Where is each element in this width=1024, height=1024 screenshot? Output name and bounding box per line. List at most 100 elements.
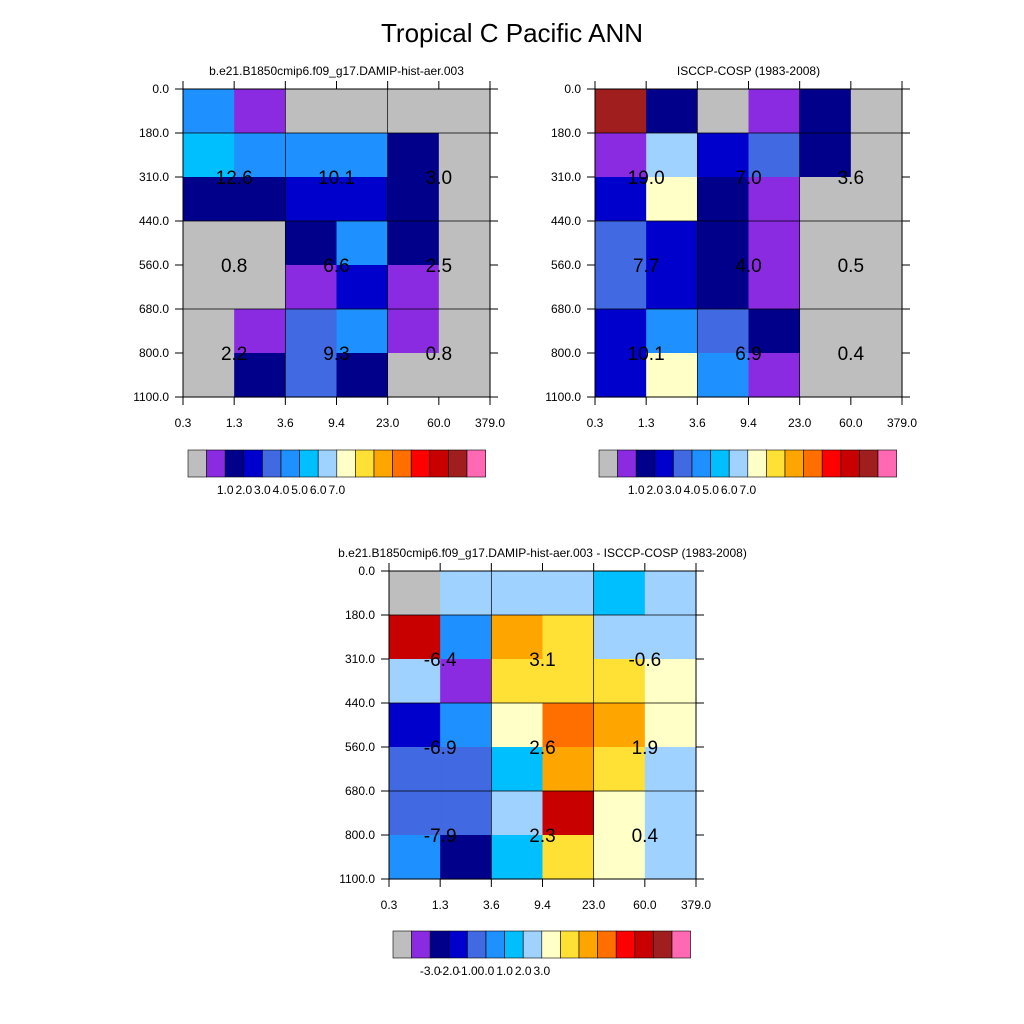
heatmap-cell bbox=[697, 177, 750, 222]
colorbar-label: 1.0 bbox=[496, 964, 513, 978]
heatmap-cell bbox=[850, 177, 903, 222]
heatmap-cell bbox=[595, 309, 647, 354]
heatmap-cell bbox=[389, 747, 441, 792]
x-tick-label: 0.3 bbox=[587, 416, 604, 430]
colorbar-swatch bbox=[747, 449, 767, 478]
heatmap-cell bbox=[595, 133, 647, 178]
heatmap-cell bbox=[234, 309, 286, 354]
colorbar-label: 2.0 bbox=[646, 483, 663, 497]
heatmap-cell bbox=[850, 309, 903, 354]
y-tick-label: 560.0 bbox=[139, 258, 169, 272]
heatmap-cell bbox=[644, 571, 697, 616]
heatmap-cell bbox=[387, 133, 440, 178]
y-tick-label: 180.0 bbox=[345, 608, 375, 622]
heatmap-cell bbox=[850, 133, 903, 178]
cell-value-label: -6.4 bbox=[424, 650, 457, 671]
cell-value-label: 10.1 bbox=[318, 168, 355, 189]
figure-title: Tropical C Pacific ANN bbox=[381, 18, 643, 48]
heatmap-cell bbox=[542, 835, 595, 880]
heatmap-cell bbox=[491, 703, 544, 748]
colorbar-swatch bbox=[635, 449, 656, 478]
heatmap-cell bbox=[336, 353, 389, 398]
heatmap-cell bbox=[234, 265, 286, 310]
colorbar-swatch bbox=[392, 449, 412, 478]
cell-value-label: 2.3 bbox=[529, 826, 555, 847]
heatmap-cell bbox=[389, 835, 441, 880]
colorbar-label: 1.0 bbox=[628, 483, 645, 497]
heatmap-cell bbox=[234, 133, 286, 178]
heatmap-cell bbox=[595, 89, 647, 134]
heatmap-cell bbox=[440, 747, 492, 792]
heatmap-cell bbox=[646, 309, 698, 354]
heatmap-cell bbox=[542, 615, 595, 660]
heatmap-cell bbox=[748, 353, 801, 398]
cell-value-label: -0.6 bbox=[628, 650, 661, 671]
heatmap-cell bbox=[850, 221, 903, 266]
heatmap-cell bbox=[491, 791, 544, 836]
heatmap-cell bbox=[593, 791, 646, 836]
colorbar-label: 5.0 bbox=[702, 483, 719, 497]
heatmap-cell bbox=[440, 571, 492, 616]
heatmap-cell bbox=[438, 353, 491, 398]
cell-value-label: 0.4 bbox=[632, 826, 659, 847]
heatmap-cell bbox=[593, 659, 646, 704]
heatmap-cell bbox=[644, 747, 697, 792]
heatmap-cell bbox=[799, 177, 852, 222]
cell-value-label: 7.7 bbox=[633, 256, 659, 277]
cell-value-label: 6.6 bbox=[323, 256, 349, 277]
colorbar-swatch bbox=[597, 930, 617, 959]
heatmap-cell bbox=[183, 177, 235, 222]
panel-model: b.e21.B1850cmip6.f09_g17.DAMIP-hist-aer.… bbox=[133, 64, 505, 497]
heatmap-cell bbox=[646, 353, 698, 398]
heatmap-cell bbox=[438, 89, 491, 134]
colorbar-swatch bbox=[653, 930, 673, 959]
heatmap-cell bbox=[336, 133, 389, 178]
heatmap-cell bbox=[234, 353, 286, 398]
colorbar-swatch bbox=[859, 449, 879, 478]
heatmap-cell bbox=[644, 659, 697, 704]
heatmap-cell bbox=[183, 353, 235, 398]
heatmap-cell bbox=[183, 309, 235, 354]
colorbar-label: 6.0 bbox=[721, 483, 738, 497]
heatmap-cell bbox=[440, 791, 492, 836]
colorbar-swatch bbox=[243, 449, 263, 478]
heatmap-cell bbox=[387, 89, 440, 134]
colorbar-label: 3.0 bbox=[254, 483, 271, 497]
colorbar-swatch bbox=[560, 930, 580, 959]
cell-value-label: 2.6 bbox=[529, 738, 555, 759]
colorbar-label: 0.0 bbox=[478, 964, 495, 978]
heatmap-cell bbox=[491, 615, 544, 660]
heatmap-cell bbox=[389, 571, 441, 616]
heatmap-cell bbox=[183, 89, 235, 134]
heatmap-cell bbox=[440, 835, 492, 880]
heatmap-cell bbox=[593, 703, 646, 748]
cell-value-label: 19.0 bbox=[628, 168, 665, 189]
heatmap-cell bbox=[387, 221, 440, 266]
y-tick-label: 800.0 bbox=[551, 346, 581, 360]
x-tick-label: 0.3 bbox=[381, 898, 398, 912]
x-tick-label: 9.4 bbox=[740, 416, 757, 430]
colorbar-label: 2.0 bbox=[235, 483, 252, 497]
y-tick-label: 1100.0 bbox=[133, 390, 169, 404]
panel-difference: b.e21.B1850cmip6.f09_g17.DAMIP-hist-aer.… bbox=[338, 546, 747, 978]
cell-value-label: 7.0 bbox=[735, 168, 761, 189]
heatmap-cell bbox=[697, 133, 750, 178]
colorbar-swatch bbox=[206, 449, 226, 478]
colorbar-swatch bbox=[578, 930, 598, 959]
cell-value-label: 2.5 bbox=[426, 256, 452, 277]
heatmap-cell bbox=[440, 659, 492, 704]
heatmap-cell bbox=[697, 221, 750, 266]
colorbar-swatch bbox=[803, 449, 823, 478]
colorbar-swatch bbox=[448, 930, 468, 959]
colorbar-swatch bbox=[877, 449, 897, 478]
x-tick-label: 379.0 bbox=[475, 416, 505, 430]
colorbar-swatch bbox=[280, 449, 300, 478]
y-tick-label: 310.0 bbox=[139, 170, 169, 184]
colorbar-swatch bbox=[373, 449, 393, 478]
heatmap-cell bbox=[491, 659, 544, 704]
heatmap-cell bbox=[438, 265, 491, 310]
x-tick-label: 60.0 bbox=[633, 898, 657, 912]
x-tick-label: 9.4 bbox=[328, 416, 345, 430]
x-tick-label: 1.3 bbox=[638, 416, 655, 430]
